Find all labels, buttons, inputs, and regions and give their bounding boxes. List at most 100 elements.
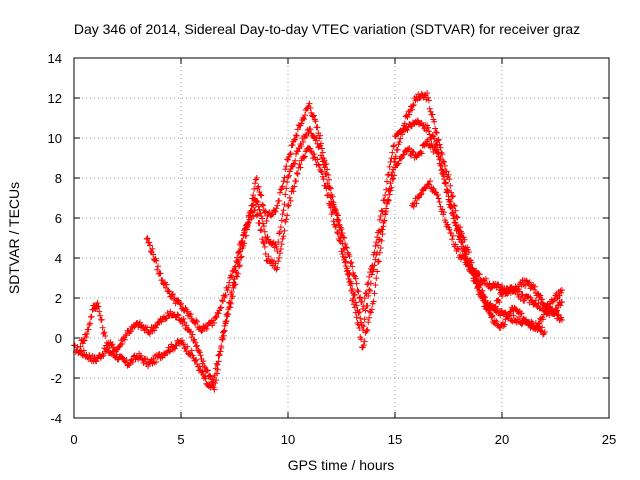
data-point-marker [95, 303, 102, 310]
data-point-marker [279, 183, 286, 190]
data-point-marker [323, 171, 330, 178]
data-point-marker [257, 227, 264, 234]
data-point-marker [536, 320, 543, 327]
data-point-marker [375, 242, 382, 249]
data-point-marker [260, 239, 267, 246]
data-point-marker [447, 197, 454, 204]
data-point-marker [461, 254, 468, 261]
data-point-marker [360, 342, 367, 349]
y-tick-label: 12 [48, 91, 62, 106]
data-point-marker [389, 176, 396, 183]
data-point-marker [167, 347, 174, 354]
data-point-marker [558, 299, 565, 305]
data-point-marker [390, 175, 397, 182]
data-point-marker [478, 289, 485, 296]
data-point-marker [224, 287, 231, 294]
data-point-marker [449, 193, 456, 200]
data-point-marker [303, 133, 310, 140]
data-point-marker [154, 266, 161, 273]
data-point-marker [397, 135, 404, 142]
data-point-marker [424, 90, 431, 97]
data-point-marker [191, 336, 198, 343]
data-point-marker [153, 324, 160, 331]
data-point-marker [100, 352, 107, 359]
data-point-marker [456, 230, 463, 237]
data-point-marker [433, 129, 440, 136]
data-point-marker [451, 219, 458, 226]
data-point-marker [452, 222, 459, 229]
data-point-marker [226, 299, 233, 306]
data-point-marker [342, 258, 349, 265]
data-point-marker [119, 340, 126, 347]
grid-lines [74, 58, 609, 418]
data-point-marker [259, 236, 266, 243]
data-point-marker [78, 348, 85, 355]
data-point-marker [496, 298, 503, 305]
data-point-marker [251, 186, 258, 193]
data-point-marker [250, 213, 257, 220]
axis-ticks: 0 5 10 15 20 25 -4 -2 0 2 4 6 8 10 12 14 [48, 51, 617, 447]
data-point-marker [157, 270, 164, 277]
data-point-marker [433, 150, 440, 157]
data-point-marker [450, 215, 457, 222]
data-point-marker [442, 180, 449, 187]
data-point-marker [383, 178, 390, 185]
data-point-marker [344, 267, 351, 274]
data-point-marker [316, 135, 323, 142]
x-tick-label: 20 [495, 432, 509, 447]
data-point-marker [275, 238, 282, 245]
data-point-marker [518, 321, 525, 328]
data-point-marker [214, 361, 221, 368]
data-point-marker [330, 218, 337, 225]
data-point-marker [194, 342, 201, 349]
data-point-marker [189, 331, 196, 338]
data-point-marker [515, 314, 522, 321]
data-point-marker [518, 310, 525, 317]
data-point-marker [417, 191, 424, 198]
data-point-marker [342, 259, 349, 266]
data-point-marker [554, 312, 561, 319]
data-point-marker [368, 306, 375, 313]
data-point-marker [261, 228, 268, 235]
data-point-marker [396, 139, 403, 146]
data-point-marker [364, 281, 371, 288]
data-point-marker [342, 240, 349, 247]
data-point-marker [362, 307, 369, 314]
data-point-marker [386, 191, 393, 198]
data-point-marker [355, 310, 362, 317]
data-point-marker [253, 197, 260, 204]
data-point-marker [257, 210, 264, 217]
data-point-marker [98, 316, 105, 323]
data-point-marker [383, 205, 390, 212]
data-point-marker [348, 280, 355, 287]
data-point-marker [474, 275, 481, 282]
data-point-marker [443, 168, 450, 175]
data-point-marker [445, 171, 452, 178]
x-tick-label: 10 [281, 432, 295, 447]
data-point-marker [327, 204, 334, 211]
data-point-marker [238, 253, 245, 260]
data-point-marker [172, 300, 179, 307]
data-point-marker [83, 330, 90, 337]
data-point-marker [554, 295, 561, 302]
data-point-marker [248, 208, 255, 215]
data-point-marker [259, 215, 266, 222]
data-point-marker [446, 198, 453, 205]
data-point-marker [254, 211, 261, 218]
data-point-marker [183, 322, 190, 329]
data-point-marker [382, 209, 389, 216]
data-point-marker [398, 155, 405, 162]
data-point-marker [250, 192, 257, 199]
data-point-marker [312, 137, 319, 144]
data-point-marker [434, 191, 441, 198]
data-point-marker [192, 339, 199, 346]
data-point-marker [336, 221, 343, 228]
data-point-marker [361, 295, 368, 302]
data-point-marker [475, 284, 482, 291]
data-point-marker [109, 341, 116, 348]
data-point-marker [187, 328, 194, 335]
data-point-marker [274, 264, 281, 271]
data-point-marker [283, 163, 290, 170]
data-point-marker [255, 183, 262, 190]
